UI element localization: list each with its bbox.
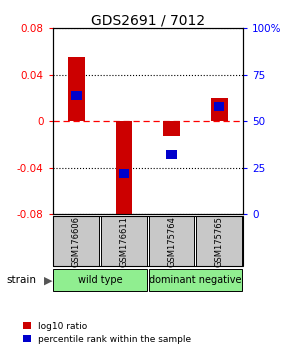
Bar	[53, 269, 147, 291]
Bar	[119, 169, 129, 178]
Bar	[101, 216, 147, 266]
Bar	[211, 98, 227, 121]
Bar	[149, 216, 194, 266]
Text: strain: strain	[6, 275, 36, 285]
Bar	[163, 121, 180, 136]
Bar	[53, 216, 99, 266]
Text: wild type: wild type	[78, 275, 122, 285]
Bar	[166, 150, 177, 159]
Bar	[71, 91, 82, 100]
Bar	[116, 121, 132, 223]
Text: GSM176611: GSM176611	[119, 216, 128, 267]
Legend: log10 ratio, percentile rank within the sample: log10 ratio, percentile rank within the …	[20, 318, 195, 348]
Text: ▶: ▶	[44, 275, 52, 285]
Bar	[196, 216, 242, 266]
Text: GSM175765: GSM175765	[215, 216, 224, 267]
Bar	[214, 102, 224, 111]
Text: GSM175764: GSM175764	[167, 216, 176, 267]
Bar	[149, 269, 242, 291]
Bar	[68, 57, 85, 121]
Text: GSM176606: GSM176606	[72, 216, 81, 267]
Title: GDS2691 / 7012: GDS2691 / 7012	[91, 13, 205, 27]
Text: dominant negative: dominant negative	[149, 275, 242, 285]
